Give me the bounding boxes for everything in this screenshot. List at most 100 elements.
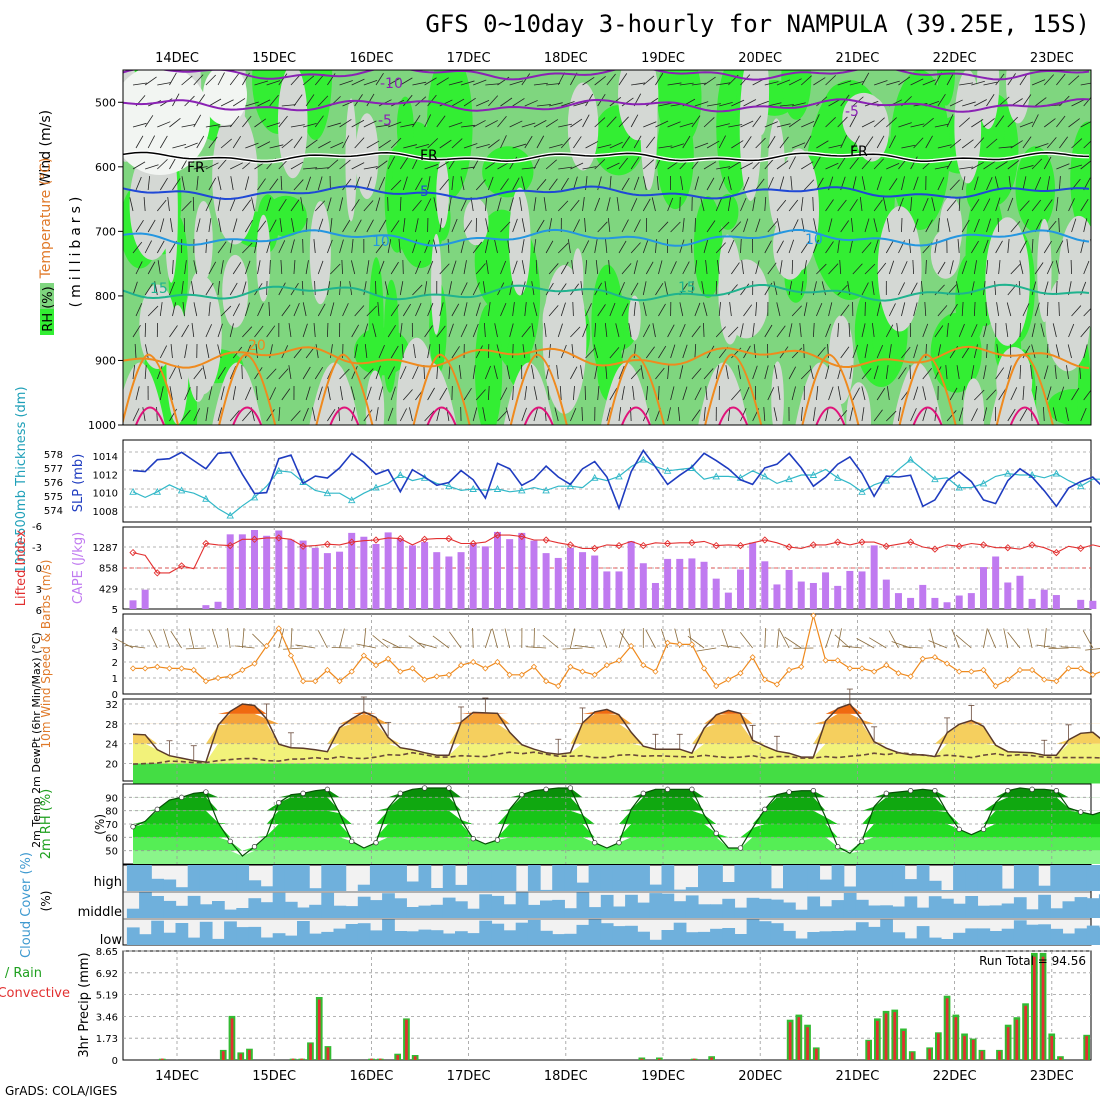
cape-bar: [798, 582, 805, 609]
cloud-cover-cell: [163, 880, 176, 892]
cloud-cover-cell: [601, 865, 614, 891]
cape-bar: [713, 579, 720, 609]
cloud-cover-cell: [662, 865, 675, 891]
precip-tick-label: 5.19: [96, 991, 118, 1002]
cape-bar: [725, 593, 732, 609]
cape-bar: [640, 563, 647, 609]
cloud-cover-cell: [965, 928, 978, 945]
cloud-cover-cell: [832, 865, 845, 891]
wind-barb: [513, 344, 514, 358]
cloud-cover-cell: [358, 885, 371, 891]
rh2m-marker: [179, 795, 184, 800]
cloud-cover-cell: [807, 865, 820, 891]
cloud-cover-cell: [309, 905, 322, 918]
cloud-cover-cell: [224, 910, 237, 918]
cloud-cover-cell: [212, 901, 225, 918]
footer-credit: GrADS: COLA/IGES: [5, 1084, 117, 1098]
cloud-cover-cell: [856, 865, 869, 891]
precip-convective-bar: [405, 1020, 408, 1060]
cloud-cover-cell: [394, 898, 407, 918]
temperature-tick-label: 28: [105, 720, 118, 731]
slp-tick-label: 1012: [93, 470, 118, 481]
cloud-layer-label: high: [94, 875, 122, 890]
cape-bar: [579, 552, 586, 609]
date-label-top: 19DEC: [641, 51, 685, 66]
cloud-cover-cell: [467, 933, 480, 945]
cape-bar: [883, 580, 890, 609]
precip-convective-bar: [1042, 957, 1045, 1060]
rh-high-blob: [1047, 389, 1100, 425]
cloud-cover-cell: [710, 904, 723, 918]
cloud-cover-cell: [905, 896, 918, 918]
thickness-tick-label: 577: [44, 464, 63, 475]
cloud-cover-cell: [504, 865, 517, 891]
cloud-cover-cell: [540, 901, 553, 919]
cloud-cover-cell: [504, 904, 517, 918]
rh-low-blob: [509, 188, 531, 296]
cape-bar: [810, 583, 817, 609]
pressure-tick-label: 1000: [88, 419, 116, 432]
cloud-cover-cell: [1050, 865, 1063, 891]
cloud-cover-cell: [419, 865, 432, 891]
cloud-cover-cell: [941, 899, 954, 918]
cloud-cover-cell: [832, 900, 845, 918]
cloud-cover-cell: [990, 905, 1003, 918]
rh2m-marker: [933, 788, 938, 793]
cloud-cover-cell: [285, 936, 298, 945]
cape-bar: [859, 571, 866, 609]
cloud-cover-cell: [382, 919, 395, 945]
cloud-cover-cell: [734, 934, 747, 945]
precip-panel: 8.656.925.193.461.730 Run Total = 94.56 …: [0, 947, 1091, 1067]
cloud-cover-cell: [491, 924, 504, 945]
rh2m-marker: [835, 844, 840, 849]
cape-bar: [1089, 601, 1096, 609]
cloud-layer-label: low: [100, 933, 123, 948]
cloud-cover-cell: [929, 881, 942, 891]
cloud-cover-cell: [564, 865, 577, 891]
cape-bar: [1016, 576, 1023, 609]
contour-label: -10: [380, 76, 403, 92]
cloud-cover-cell: [1087, 865, 1100, 891]
date-label-top: 15DEC: [252, 51, 296, 66]
cloud-cover-cell: [1063, 901, 1076, 918]
rh-axis-label: RH (%): [41, 286, 56, 331]
cape-bar: [530, 541, 537, 609]
cape-bar: [312, 548, 319, 609]
rh2m-marker: [1030, 787, 1035, 792]
rh-low-blob: [543, 291, 575, 349]
wind-barb: [804, 344, 805, 358]
rh2m-tick-label: 60: [105, 833, 118, 844]
cloud-cover-cell: [747, 865, 760, 891]
cloud-cover-cell: [722, 882, 735, 891]
cloud-cover-cell: [321, 865, 334, 891]
precip-tick-label: 3.46: [96, 1012, 118, 1023]
wind-barb: [1059, 302, 1060, 316]
cloud-cover-cell: [261, 938, 274, 946]
cloud-cover-cell: [151, 879, 164, 891]
cloud-cover-cell: [528, 905, 541, 918]
cloud-cover-cell: [188, 865, 201, 891]
wind-barb: [1093, 283, 1100, 295]
cape-bar: [688, 558, 695, 609]
cape-bar: [142, 590, 149, 609]
cape-bar: [336, 552, 343, 609]
cape-tick-label: 5: [112, 605, 118, 616]
cloud-cover-cell: [577, 925, 590, 945]
date-label-top: 22DEC: [933, 51, 977, 66]
cape-bar: [628, 541, 635, 609]
cloud-cover-cell: [382, 893, 395, 918]
date-label-bottom: 17DEC: [447, 1069, 491, 1084]
cloud-cover-cell: [1075, 897, 1088, 918]
wind-barb: [1096, 387, 1100, 400]
wind-barb: [1096, 179, 1100, 190]
cloud-cover-cell: [710, 929, 723, 945]
precip-convective-bar: [248, 1050, 251, 1060]
rh-low-blob: [345, 98, 356, 221]
precip-axis-label: 3hr Precip (mm): [77, 952, 92, 1057]
cloud-cover-cell: [577, 883, 590, 891]
cloud-cover-cell: [917, 908, 930, 918]
cape-bar: [786, 570, 793, 609]
contour-label: 15: [678, 280, 696, 296]
rh2m-axis-label: 2m RH (%): [39, 789, 54, 860]
cloud-cover-cell: [188, 938, 201, 945]
